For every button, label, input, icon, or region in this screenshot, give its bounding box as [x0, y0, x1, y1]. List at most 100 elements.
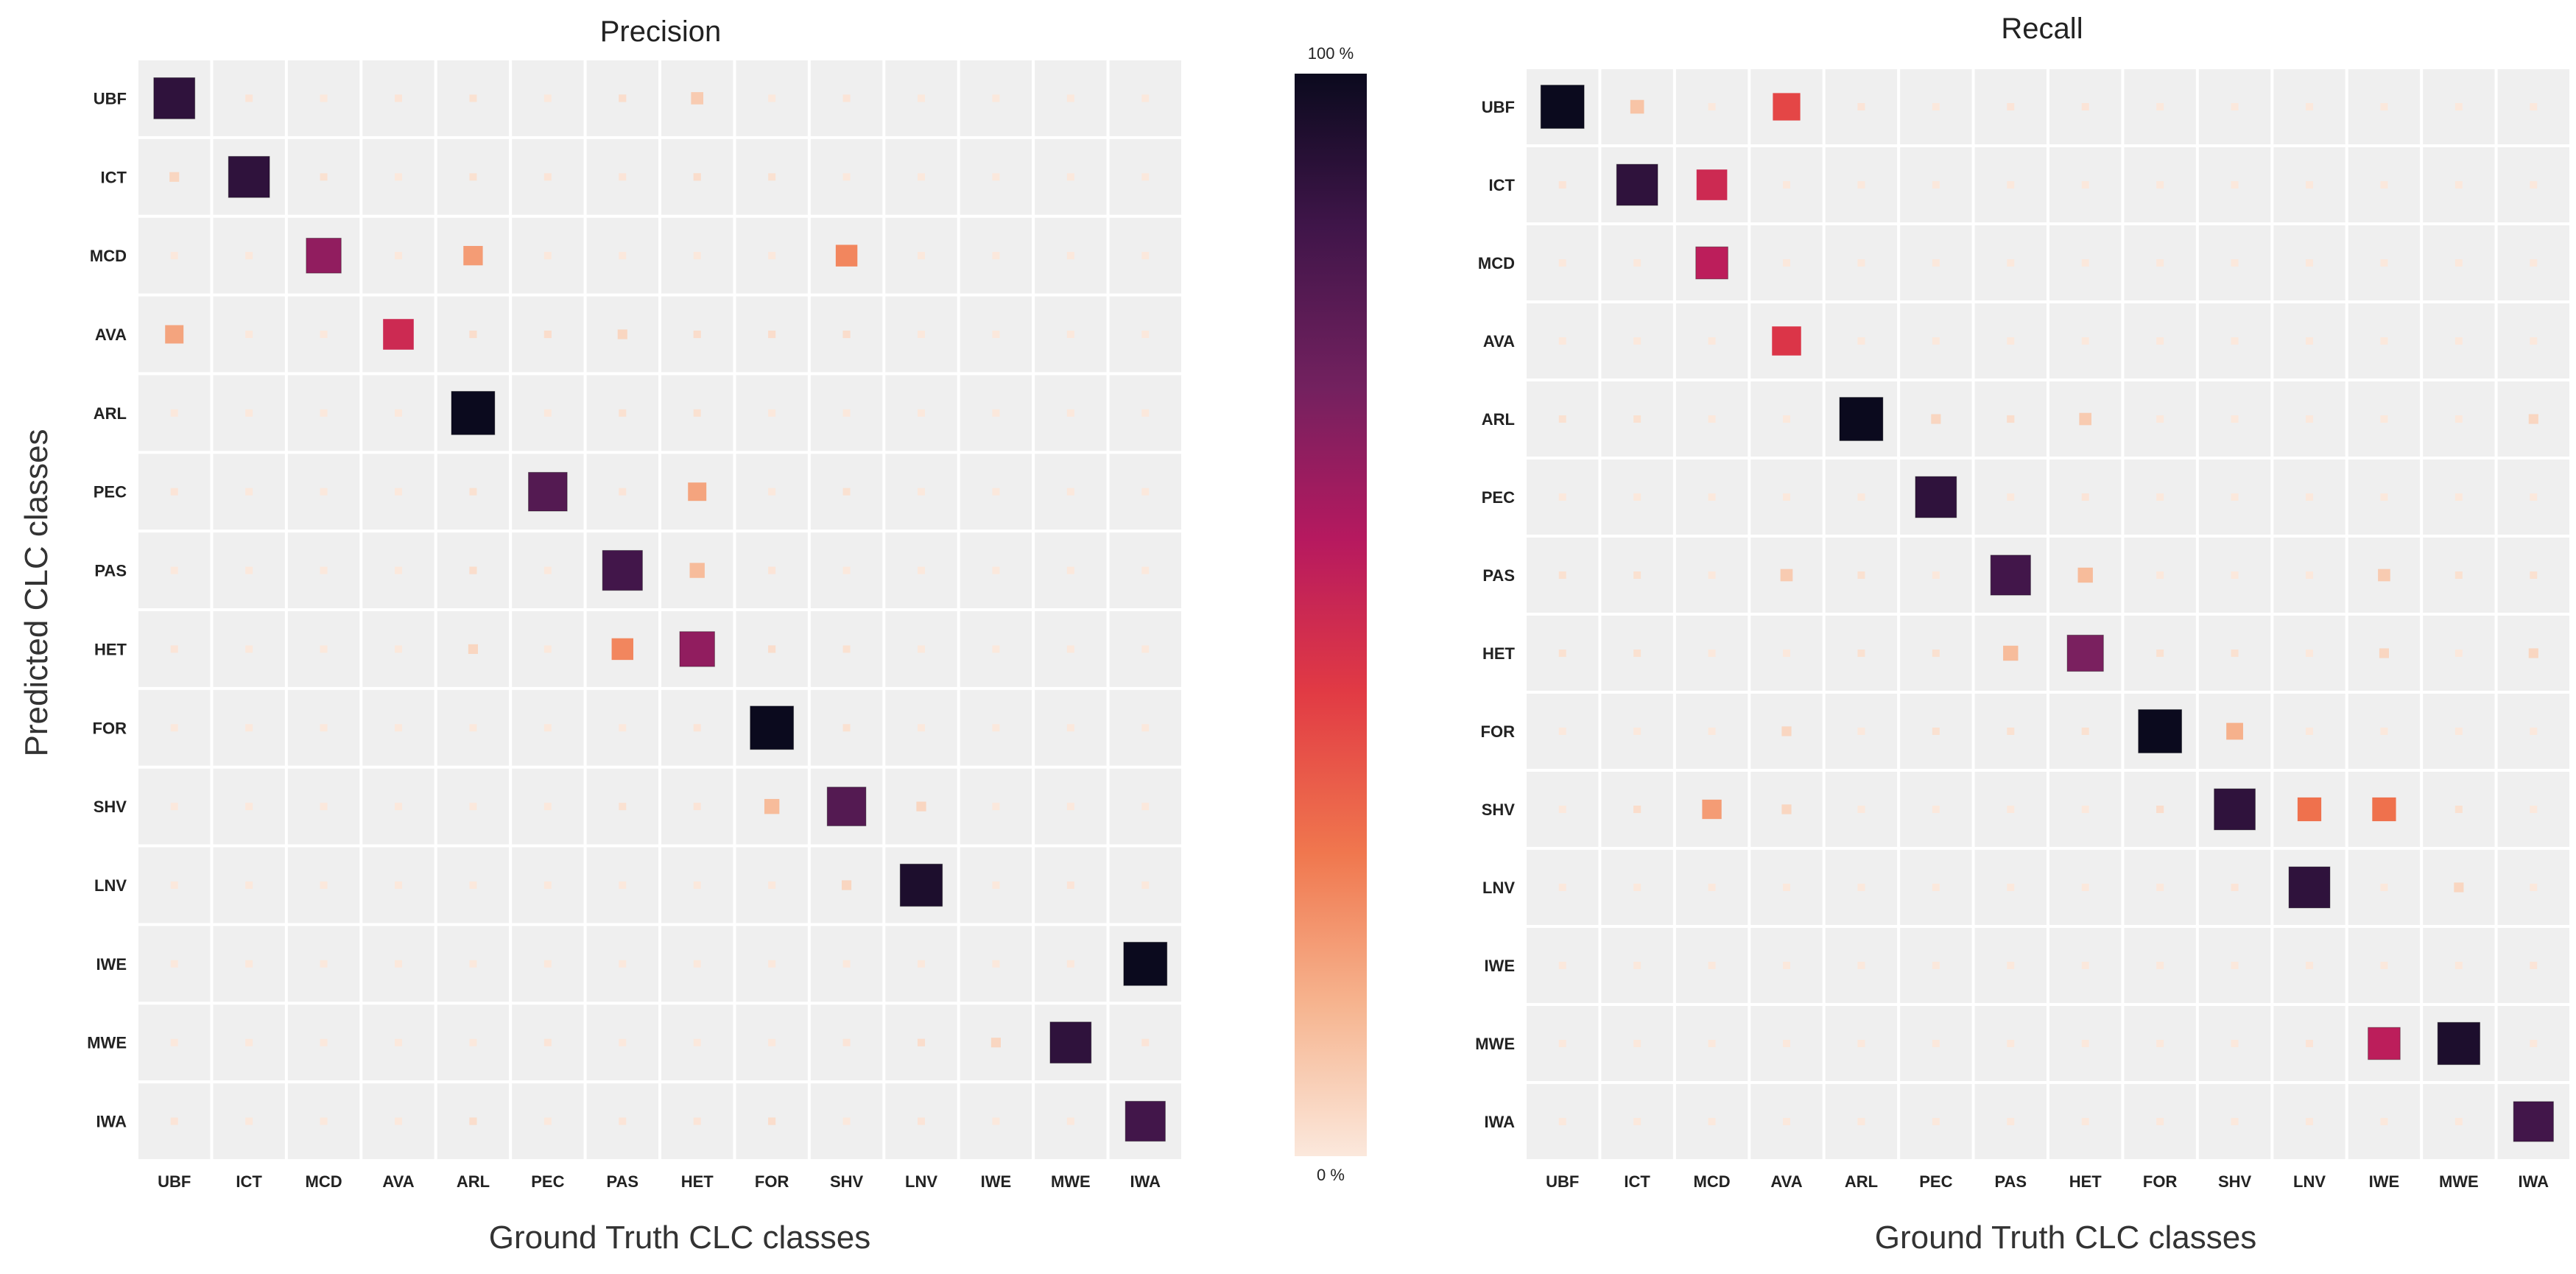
recall-cell-mark — [2454, 649, 2463, 658]
recall-cell-mark — [2379, 648, 2390, 658]
recall-cell-mark — [2288, 866, 2331, 909]
recall-cell-mark — [1708, 493, 1716, 501]
precision-cell-mark — [619, 803, 627, 811]
recall-y-tick-label: ICT — [1489, 176, 1516, 194]
precision-y-tick-label: MWE — [87, 1034, 127, 1052]
precision-cell-mark — [768, 94, 776, 102]
precision-cell-mark — [394, 724, 403, 732]
precision-cell-mark — [619, 173, 627, 181]
precision-cell-mark — [917, 645, 926, 653]
recall-cell-mark — [2081, 727, 2089, 736]
precision-cell-mark — [1066, 330, 1074, 339]
recall-cell-mark — [2380, 415, 2388, 423]
recall-cell-mark — [1558, 883, 1566, 892]
recall-cell-mark — [2156, 649, 2164, 658]
precision-cell-mark — [768, 173, 776, 181]
precision-cell-mark — [917, 960, 926, 968]
precision-cell-mark — [320, 881, 328, 890]
precision-cell-mark — [245, 94, 253, 102]
precision-cell-mark — [842, 960, 851, 968]
recall-cell-mark — [2138, 709, 2183, 753]
recall-y-tick-label: PEC — [1482, 488, 1515, 507]
recall-cell-mark — [2226, 722, 2243, 740]
precision-cell-mark — [992, 252, 1000, 260]
precision-y-tick-label: UBF — [94, 89, 127, 108]
recall-x-tick-label: HET — [2069, 1172, 2102, 1191]
recall-x-tick-label: IWE — [2369, 1172, 2400, 1191]
recall-cell-mark — [1857, 883, 1865, 892]
precision-cell-mark — [693, 1117, 701, 1125]
recall-cell-mark — [2007, 180, 2015, 189]
recall-cell-mark — [1708, 102, 1716, 111]
precision-cell-mark — [320, 1038, 328, 1046]
recall-cell-mark — [1558, 415, 1566, 423]
recall-cell-mark — [2081, 258, 2089, 267]
precision-cell-mark — [463, 245, 483, 266]
recall-cell-mark — [1633, 1117, 1641, 1126]
precision-y-tick-label: IWA — [96, 1113, 127, 1131]
precision-cell-mark — [245, 252, 253, 260]
recall-matrix: UBF ICT MCD AVA ARL PEC PAS HET FOR SHV LNV IWE MWE I… — [1475, 69, 2569, 1191]
recall-cell-mark — [1932, 727, 1940, 736]
precision-x-tick-label: IWE — [981, 1172, 1012, 1191]
precision-cell-mark — [394, 566, 403, 574]
precision-cell-mark — [320, 566, 328, 574]
recall-cell-mark — [2231, 961, 2239, 970]
recall-cell-mark — [2007, 1117, 2015, 1126]
recall-cell-mark — [2380, 258, 2388, 267]
precision-cell-mark — [1066, 488, 1074, 496]
recall-cell-mark — [2081, 1039, 2089, 1048]
precision-cell-mark — [170, 724, 178, 732]
precision-cell-mark — [693, 173, 701, 181]
recall-y-tick-label: IWA — [1484, 1113, 1515, 1131]
recall-x-tick-label: UBF — [1546, 1172, 1579, 1191]
recall-cell-mark — [1857, 258, 1865, 267]
precision-cell-mark — [917, 330, 926, 339]
precision-cell-mark — [170, 1038, 178, 1046]
precision-cell-mark — [768, 566, 776, 574]
precision-cell-mark — [992, 488, 1000, 496]
precision-cell-mark — [469, 566, 477, 574]
recall-cell-mark — [2156, 961, 2164, 970]
precision-cell-mark — [602, 549, 643, 591]
recall-cell-mark — [1932, 649, 1940, 658]
recall-x-tick-label: ICT — [1624, 1172, 1650, 1191]
precision-cell-mark — [1066, 803, 1074, 811]
precision-cell-mark — [992, 803, 1000, 811]
recall-x-tick-label: PEC — [1919, 1172, 1952, 1191]
precision-cell-mark — [543, 252, 552, 260]
precision-y-axis-label: Predicted CLC classes — [18, 429, 54, 756]
recall-cell-mark — [2530, 337, 2538, 345]
precision-cell-mark — [469, 94, 477, 102]
precision-cell-mark — [320, 724, 328, 732]
recall-cell-mark — [2530, 180, 2538, 189]
precision-cell-mark — [469, 724, 477, 732]
recall-x-tick-label: MWE — [2439, 1172, 2479, 1191]
recall-cell-mark — [1708, 883, 1716, 892]
precision-cell-mark — [394, 488, 403, 496]
precision-y-tick-label: HET — [94, 640, 127, 658]
precision-cell-mark — [245, 881, 253, 890]
recall-cell-mark — [1708, 649, 1716, 658]
recall-cell-mark — [1558, 805, 1566, 814]
precision-cell-mark — [768, 409, 776, 417]
recall-cell-mark — [1616, 163, 1658, 206]
precision-cell-mark — [394, 1117, 403, 1125]
recall-cell-mark — [2454, 961, 2463, 970]
recall-x-tick-label: FOR — [2143, 1172, 2178, 1191]
precision-cell-mark — [306, 237, 342, 274]
precision-cell-mark — [543, 645, 552, 653]
recall-cell-mark — [2305, 180, 2314, 189]
precision-x-tick-label: ICT — [236, 1172, 262, 1191]
precision-cell-mark — [764, 798, 780, 814]
precision-y-tick-label: MCD — [90, 247, 127, 265]
recall-cell-mark — [2437, 1021, 2481, 1066]
precision-cell-mark — [394, 1038, 403, 1046]
precision-cell-mark — [1141, 645, 1150, 653]
recall-cell-mark — [1558, 258, 1566, 267]
recall-cell-mark — [2066, 634, 2104, 672]
recall-cell-mark — [2007, 805, 2015, 814]
recall-cell-mark — [2231, 649, 2239, 658]
precision-y-tick-label: ICT — [101, 168, 127, 186]
recall-y-tick-label: AVA — [1483, 332, 1515, 351]
